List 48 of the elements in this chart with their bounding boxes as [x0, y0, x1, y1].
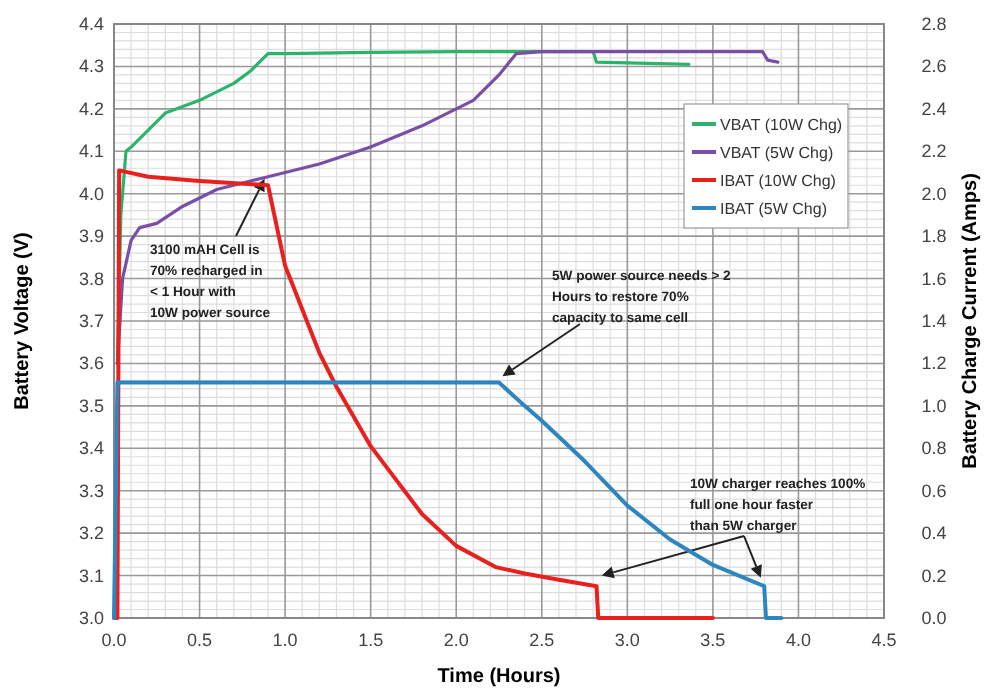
y2-tick-label: 0.6 — [921, 480, 947, 501]
y-axis-title: Battery Voltage (V) — [12, 232, 34, 410]
x-axis-title: Time (Hours) — [437, 666, 561, 688]
y-tick-label: 4.3 — [78, 56, 104, 77]
y-tick-label: 4.2 — [78, 98, 104, 119]
x-tick-label: 2.0 — [443, 630, 469, 650]
x-tick-label: 1.5 — [358, 630, 384, 650]
y-tick-label: 3.5 — [78, 395, 104, 416]
y2-tick-label: 2.4 — [921, 98, 947, 119]
y-tick-label: 4.0 — [78, 183, 104, 204]
x-tick-label: 4.5 — [871, 630, 897, 650]
x-tick-label: 3.0 — [614, 630, 640, 650]
y-tick-label: 4.4 — [78, 14, 104, 34]
x-tick-label: 3.5 — [700, 630, 726, 650]
y2-tick-label: 1.8 — [921, 226, 947, 247]
y-tick-label: 3.8 — [78, 268, 104, 289]
y2-tick-label: 1.0 — [921, 395, 947, 416]
x-tick-label: 2.5 — [529, 630, 555, 650]
y2-tick-label: 2.0 — [921, 183, 947, 204]
y2-axis-title: Battery Charge Current (Amps) — [960, 173, 982, 469]
y-tick-label: 3.7 — [78, 311, 104, 331]
y2-tick-label: 0.4 — [921, 523, 947, 544]
y2-tick-label: 2.2 — [921, 141, 947, 162]
x-tick-label: 0.5 — [187, 630, 213, 650]
y2-tick-label: 1.6 — [921, 268, 947, 289]
y-tick-label: 3.1 — [78, 565, 104, 586]
x-tick-label: 0.0 — [101, 630, 127, 650]
y2-tick-label: 0.8 — [921, 438, 947, 459]
y2-tick-label: 0.0 — [921, 608, 947, 628]
y-tick-label: 4.1 — [78, 141, 104, 162]
y2-tick-label: 1.4 — [921, 311, 947, 331]
y-tick-label: 3.0 — [78, 608, 104, 628]
y2-tick-label: 2.8 — [921, 14, 947, 34]
legend-label: VBAT (5W Chg) — [720, 144, 834, 162]
x-tick-label: 1.0 — [272, 630, 298, 650]
y2-tick-label: 0.2 — [921, 565, 947, 586]
legend-label: VBAT (10W Chg) — [720, 116, 843, 134]
y-tick-label: 3.2 — [78, 523, 104, 544]
y-tick-label: 3.6 — [78, 353, 104, 374]
legend-label: IBAT (5W Chg) — [720, 200, 828, 218]
x-tick-label: 4.0 — [785, 630, 811, 650]
line-series — [112, 168, 715, 620]
y2-tick-label: 1.2 — [921, 353, 947, 374]
y-tick-label: 3.3 — [78, 480, 104, 501]
y-tick-label: 3.4 — [78, 438, 104, 459]
y2-tick-label: 2.6 — [921, 56, 947, 77]
legend-label: IBAT (10W Chg) — [720, 172, 837, 190]
y-tick-label: 3.9 — [78, 226, 104, 247]
